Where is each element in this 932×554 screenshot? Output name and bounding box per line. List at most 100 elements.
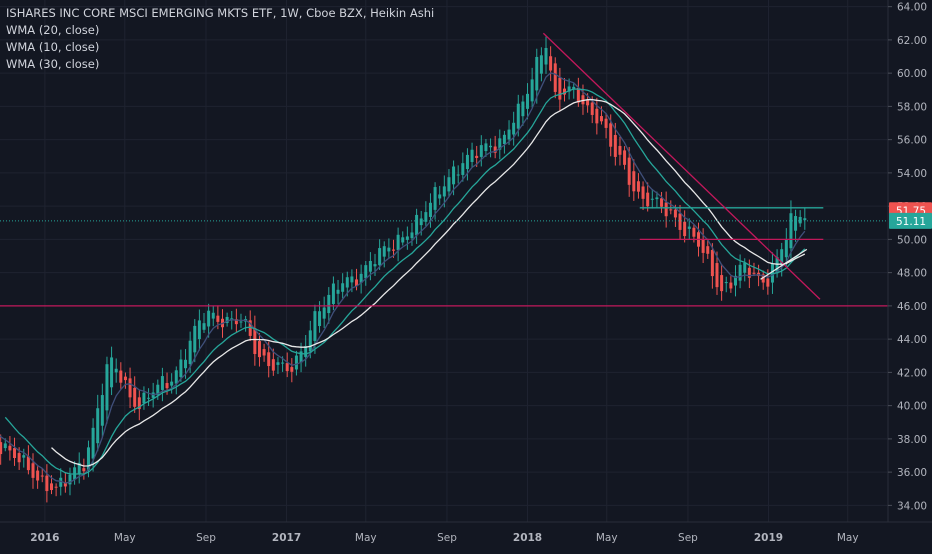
candle-down [581, 95, 585, 105]
candle-up [382, 246, 386, 257]
candle-up [438, 194, 442, 199]
time-tick-label: May [837, 532, 859, 544]
candle-down [641, 186, 645, 199]
candle-up [428, 202, 432, 217]
candle-up [535, 56, 539, 91]
candle-up [174, 370, 178, 384]
candle-down [475, 155, 479, 158]
candle-up [479, 145, 483, 157]
time-tick-label: May [596, 532, 618, 544]
candle-up [142, 392, 146, 404]
candle-down [119, 370, 123, 383]
indicator-wma20[interactable]: WMA (20, close) [6, 23, 100, 37]
candle-down [133, 387, 137, 407]
price-tick-label: 58.00 [897, 101, 927, 113]
candle-up [364, 265, 368, 279]
candle-up [401, 237, 405, 243]
candle-down [618, 145, 622, 155]
wma30-line [51, 98, 806, 467]
candle-up [378, 248, 382, 266]
chart-title[interactable]: ISHARES INC CORE MSCI EMERGING MKTS ETF,… [6, 6, 435, 20]
candle-up [304, 346, 308, 357]
candle-up [350, 276, 354, 283]
candle-down [701, 239, 705, 253]
candle-up [655, 197, 659, 200]
candle-up [147, 397, 151, 399]
time-tick-label: Sep [437, 532, 457, 544]
candle-down [391, 249, 395, 251]
candle-up [239, 321, 243, 323]
candle-down [729, 282, 733, 289]
candle-up [345, 277, 349, 288]
moving-averages [0, 72, 806, 484]
time-axis[interactable]: 2016 May Sep 2017 May Sep 2018 May Sep 2019 May [30, 532, 858, 544]
indicator-wma10[interactable]: WMA (10, close) [6, 40, 100, 54]
candle-up [331, 283, 335, 305]
candle-down [257, 341, 261, 358]
candle-down [234, 319, 238, 325]
trend-line [760, 248, 808, 280]
candle-down [766, 278, 770, 287]
candle-down [123, 376, 127, 381]
candle-up [530, 79, 534, 102]
candle-up [461, 163, 465, 175]
price-tick-label: 62.00 [897, 35, 927, 47]
candle-up [294, 355, 298, 370]
candle-up [188, 340, 192, 365]
candle-up [59, 477, 63, 487]
candle-up [73, 467, 77, 480]
indicator-wma30[interactable]: WMA (30, close) [6, 57, 100, 71]
candle-down [678, 213, 682, 230]
candle-up [3, 443, 7, 449]
candle-up [341, 283, 345, 292]
candle-up [156, 384, 160, 396]
price-tick-label: 50.00 [897, 234, 927, 246]
candle-down [683, 221, 687, 237]
candle-up [207, 310, 211, 327]
price-label-text: 51.11 [896, 216, 926, 228]
candle-down [632, 171, 636, 192]
candle-down [613, 135, 617, 157]
candle-down [8, 445, 12, 451]
candle-up [160, 376, 164, 390]
candle-down [627, 157, 631, 185]
candle-up [202, 323, 206, 330]
candle-up [572, 86, 576, 90]
time-tick-label: May [355, 532, 377, 544]
candle-up [424, 212, 428, 222]
candle-down [761, 274, 765, 283]
candle-up [225, 316, 229, 324]
candle-up [96, 408, 100, 444]
candle-down [609, 123, 613, 147]
candle-down [636, 181, 640, 192]
candle-down [49, 483, 53, 491]
candle-down [82, 468, 86, 472]
candle-down [0, 442, 3, 455]
candle-up [336, 289, 340, 294]
candle-up [299, 351, 303, 363]
candle-up [743, 262, 747, 273]
candle-up [803, 218, 807, 221]
candle-down [553, 63, 557, 92]
candle-down [493, 146, 497, 153]
candle-up [68, 474, 72, 485]
candle-up [433, 187, 437, 210]
candle-down [562, 88, 566, 95]
time-tick-label: Sep [196, 532, 216, 544]
candle-up [327, 294, 331, 314]
candle-up [405, 236, 409, 240]
candle-up [276, 362, 280, 365]
time-tick-label: Sep [678, 532, 698, 544]
candle-up [452, 166, 456, 185]
candle-down [267, 352, 271, 367]
candle-down [752, 272, 756, 274]
candle-up [110, 357, 114, 388]
candle-up [650, 198, 654, 200]
candle-up [442, 186, 446, 197]
candle-up [687, 226, 691, 229]
candle-up [484, 143, 488, 152]
candle-down [137, 397, 141, 410]
